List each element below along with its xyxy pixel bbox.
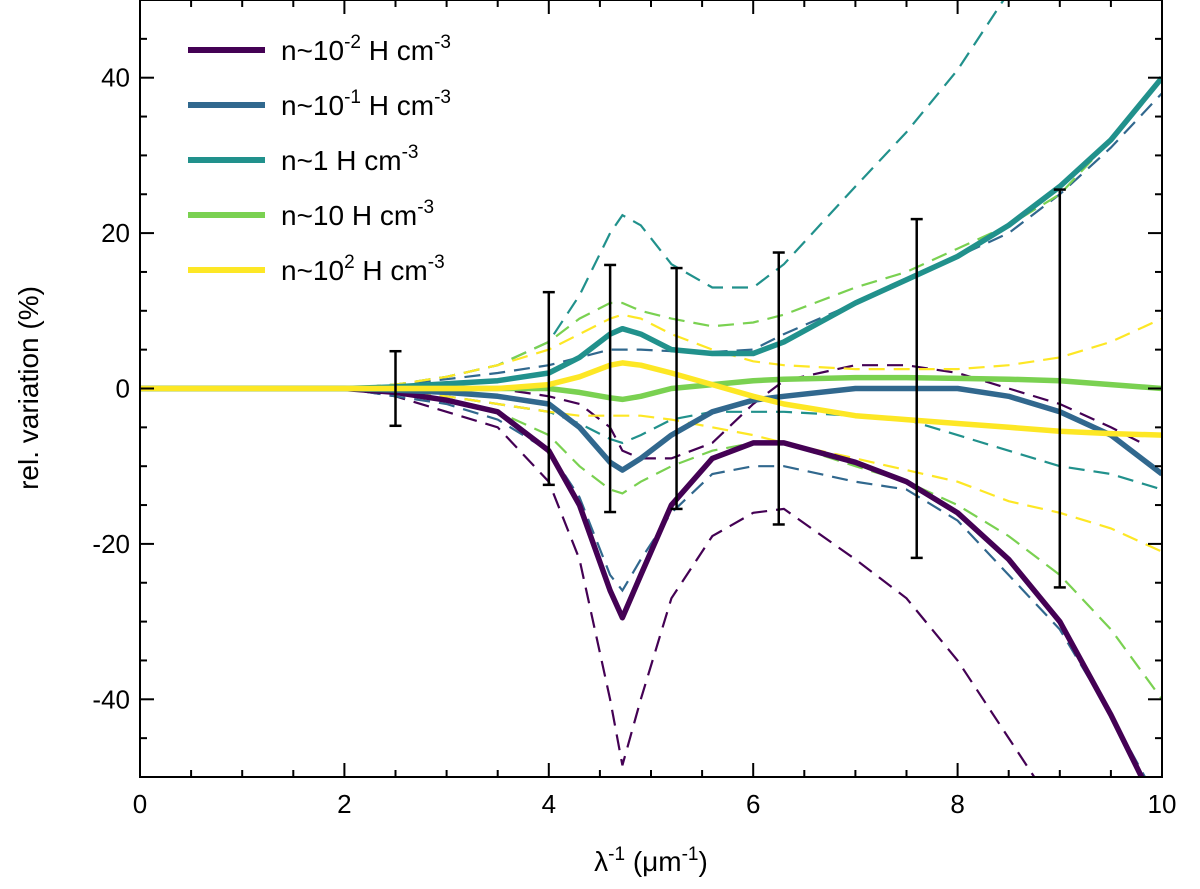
y-tick-label: -20 <box>92 529 130 559</box>
series-line <box>140 385 1162 477</box>
series-upper-bound <box>140 313 1162 390</box>
x-tick-label: 0 <box>133 789 147 819</box>
error-bars <box>389 188 1066 589</box>
series-line <box>140 385 1145 777</box>
legend-label: n~10-2 H cm-3 <box>281 32 451 66</box>
y-tick-label: 0 <box>116 374 130 404</box>
x-tick-label: 2 <box>337 789 351 819</box>
legend: n~10-2 H cm-3 n~10-1 H cm-3 n~1 H cm-3 n~10… <box>188 32 451 286</box>
legend-label: n~102 H cm-3 <box>281 252 445 286</box>
plot-area <box>140 0 1162 777</box>
uncertainty-bands <box>140 0 1162 777</box>
tick-labels: 0 2 4 6 8 10 -40 -20 0 20 40 <box>92 63 1176 819</box>
y-tick-label: -40 <box>92 684 130 714</box>
series-lines <box>140 75 1162 777</box>
series-lower-bound <box>140 387 1162 491</box>
legend-label: n~10-1 H cm-3 <box>281 87 451 121</box>
y-tick-label: 20 <box>101 218 130 248</box>
x-tick-label: 4 <box>542 789 556 819</box>
x-tick-label: 10 <box>1148 789 1177 819</box>
y-tick-label: 40 <box>101 63 130 93</box>
y-axis-label: rel. variation (%) <box>13 286 44 490</box>
legend-label: n~1 H cm-3 <box>281 142 419 176</box>
axis-ticks <box>139 0 1163 778</box>
series-line <box>140 360 1162 438</box>
x-tick-label: 8 <box>950 789 964 819</box>
series-lower-bound <box>140 387 1036 777</box>
legend-label: n~10 H cm-3 <box>281 197 434 231</box>
series-lower-bound <box>140 387 1162 553</box>
series-line <box>140 75 1162 392</box>
series-lower-bound <box>140 387 1147 777</box>
x-axis-label: λ-1 (μm-1) <box>594 844 708 877</box>
x-tick-label: 6 <box>746 789 760 819</box>
series-upper-bound <box>140 92 1162 390</box>
